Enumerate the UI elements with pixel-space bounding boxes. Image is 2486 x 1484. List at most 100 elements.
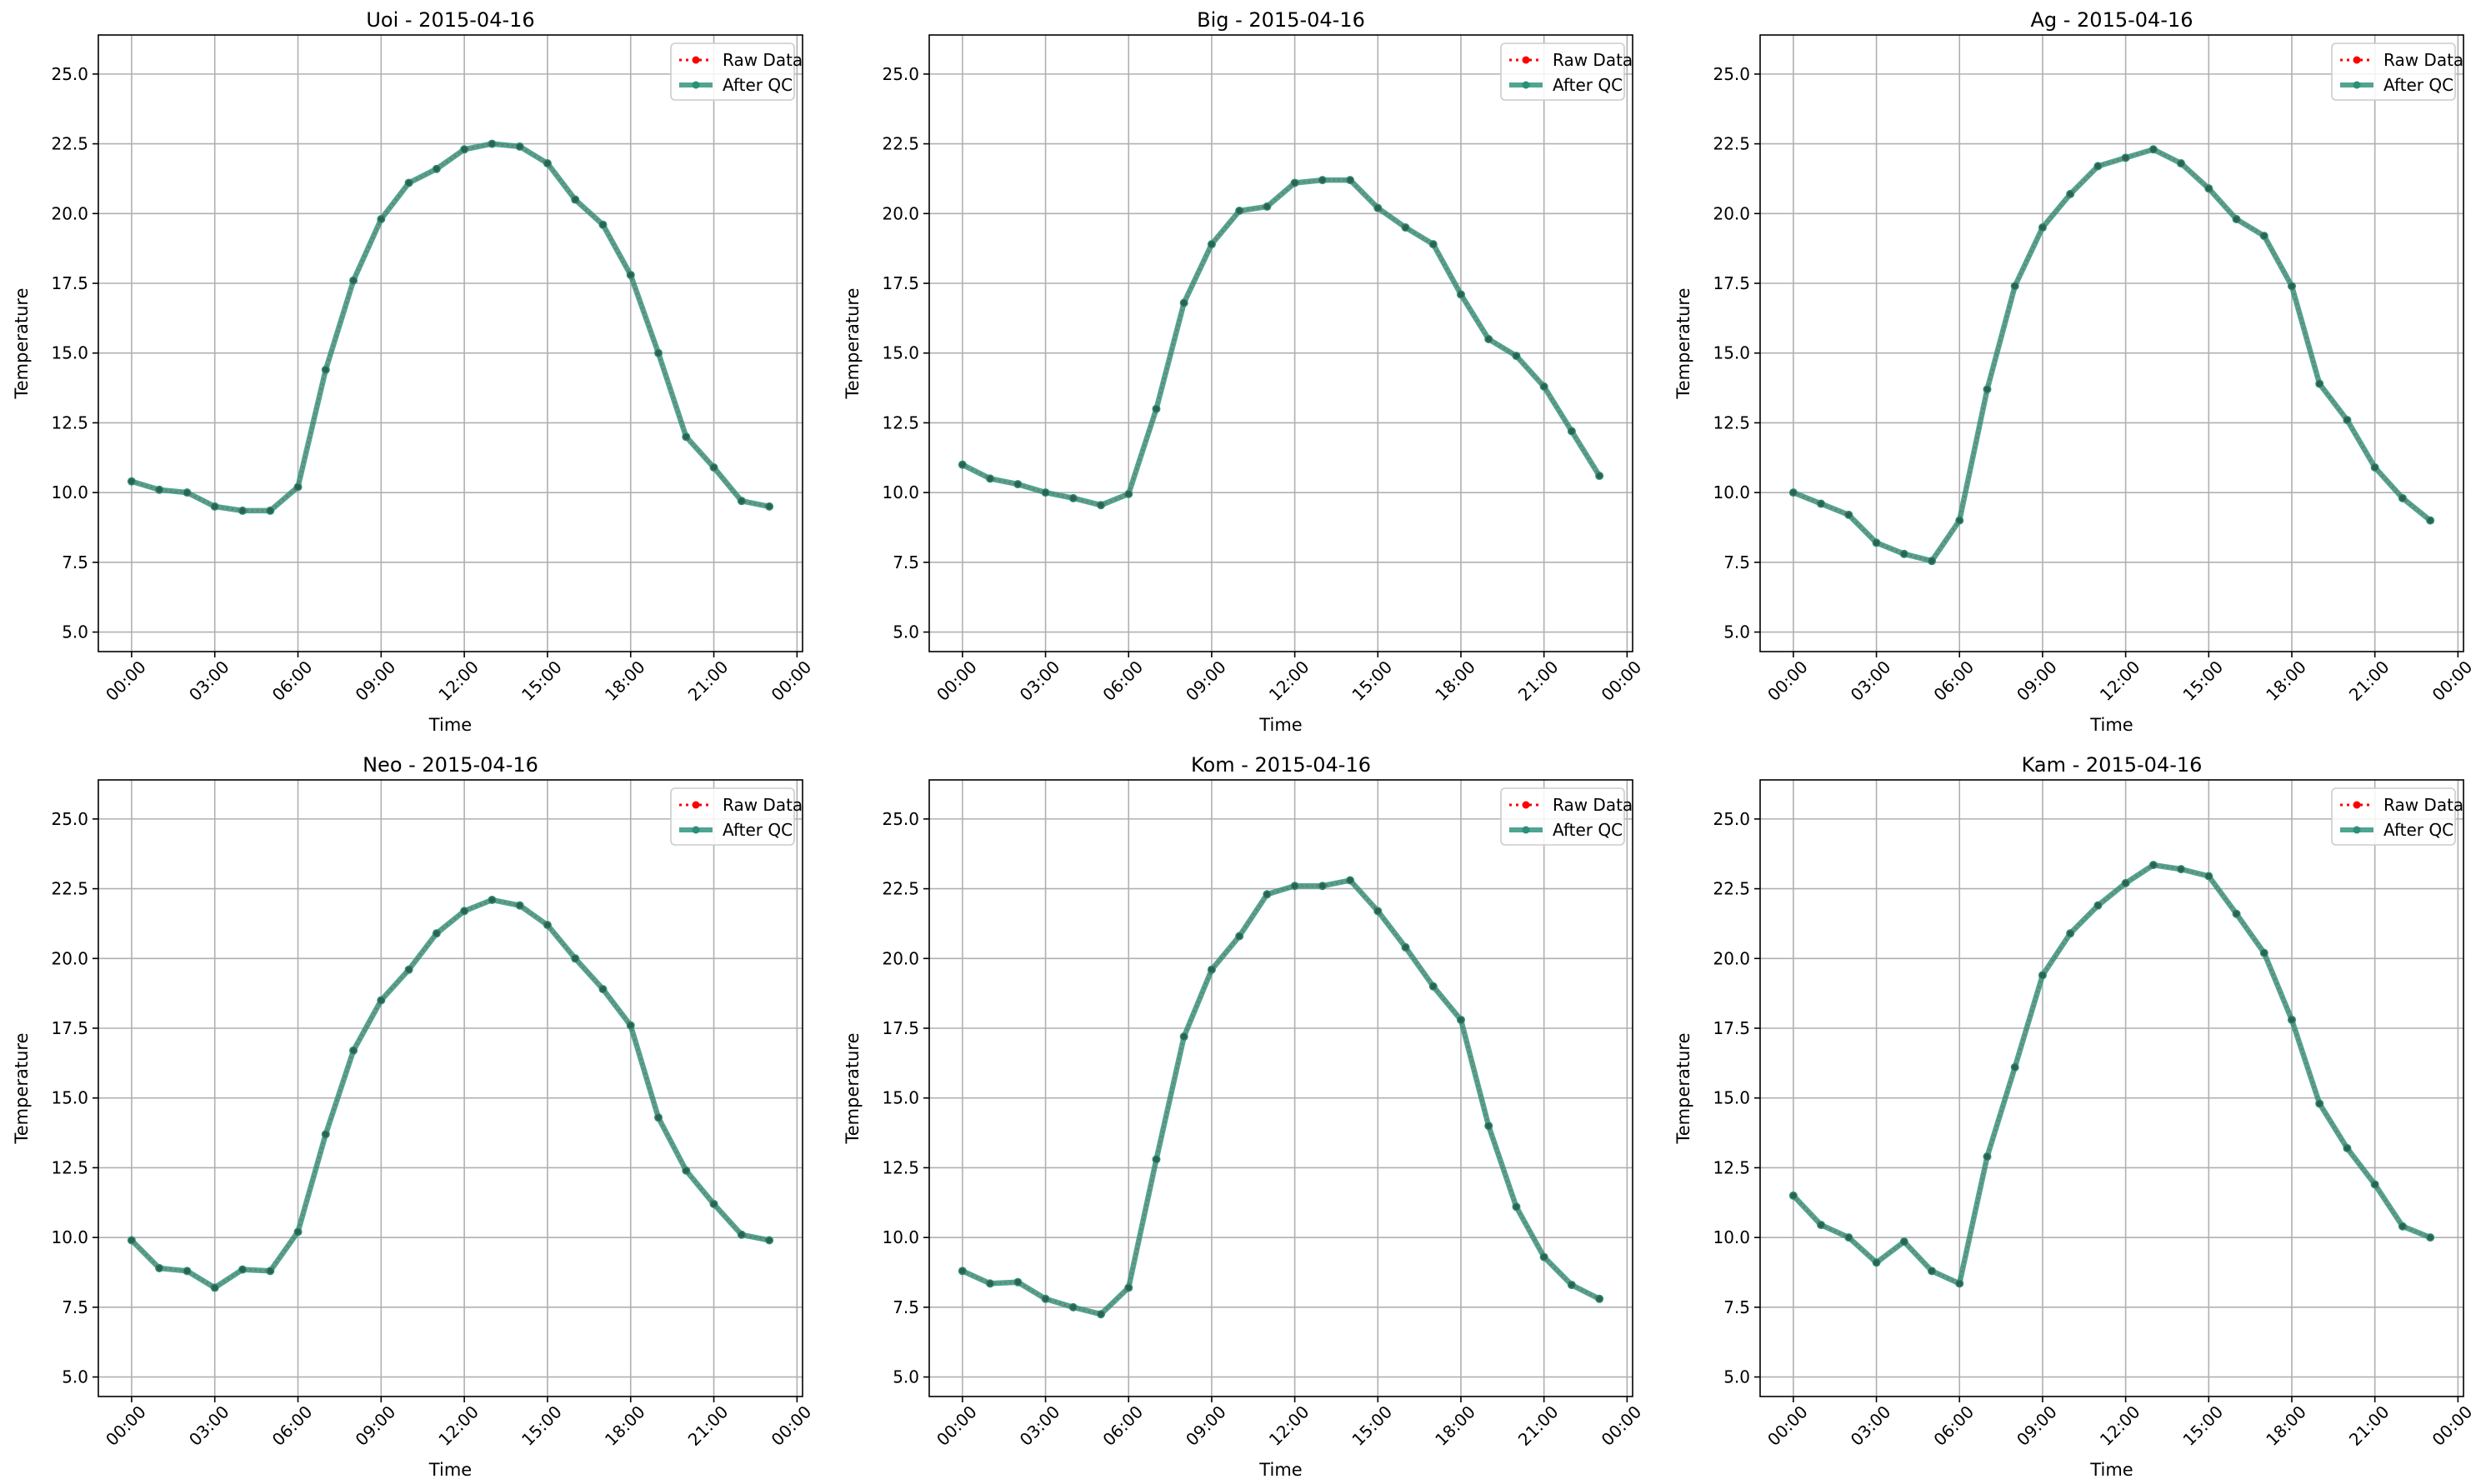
raw-data-point bbox=[2288, 282, 2295, 289]
x-tick-label: 00:00 bbox=[1763, 657, 1812, 705]
x-tick-label: 12:00 bbox=[434, 657, 483, 705]
y-tick-label: 20.0 bbox=[882, 203, 919, 223]
series-raw-data bbox=[1790, 146, 2433, 564]
x-tick-label: 18:00 bbox=[601, 657, 649, 705]
x-tick-label: 00:00 bbox=[2428, 657, 2477, 705]
raw-data-point bbox=[1347, 177, 1353, 183]
y-tick-label: 12.5 bbox=[882, 1157, 919, 1177]
after-qc-line bbox=[130, 141, 770, 514]
series-raw-data bbox=[128, 140, 773, 514]
x-tick-label: 00:00 bbox=[1598, 1402, 1646, 1450]
raw-data-point bbox=[378, 997, 384, 1004]
chart-panel-1: 00:00 03:00 06:00 09:00 12:00 15:00 18:00 21:00… bbox=[12, 8, 815, 735]
x-tick-label: 09:00 bbox=[352, 1402, 400, 1450]
series-after-qc bbox=[127, 139, 774, 515]
raw-data-point bbox=[1430, 241, 1437, 247]
raw-data-point bbox=[517, 902, 523, 909]
y-tick-label: 5.0 bbox=[893, 1367, 919, 1387]
raw-data-point bbox=[1263, 891, 1270, 897]
y-tick-label: 7.5 bbox=[1723, 552, 1750, 572]
raw-data-point bbox=[655, 1114, 662, 1121]
raw-data-line bbox=[962, 879, 1600, 1316]
x-tick-label: 06:00 bbox=[268, 1402, 317, 1450]
raw-data-point bbox=[1873, 539, 1880, 547]
after-qc-line bbox=[961, 877, 1601, 1317]
raw-data-point bbox=[1928, 557, 1935, 564]
x-tick-label: 12:00 bbox=[1265, 1402, 1313, 1450]
x-tick-label: 09:00 bbox=[352, 657, 400, 705]
raw-data-point bbox=[1292, 179, 1298, 187]
axes-frame bbox=[928, 34, 1633, 652]
raw-data-point bbox=[2039, 972, 2046, 978]
raw-data-point bbox=[1319, 177, 1326, 183]
raw-data-point bbox=[1292, 882, 1298, 889]
y-tick-label: 17.5 bbox=[51, 273, 88, 293]
series-raw-data bbox=[959, 877, 1603, 1317]
legend-raw-marker bbox=[692, 56, 700, 64]
y-tick-label: 22.5 bbox=[882, 134, 919, 154]
raw-data-point bbox=[683, 1167, 689, 1174]
raw-data-point bbox=[1098, 502, 1104, 508]
raw-data-point bbox=[1263, 203, 1270, 210]
raw-data-point bbox=[1125, 491, 1132, 497]
legend-raw-label: Raw Data bbox=[2383, 795, 2463, 815]
legend-qc-marker bbox=[1522, 826, 1530, 834]
raw-data-point bbox=[2233, 216, 2240, 222]
x-tick-label: 03:00 bbox=[185, 1402, 233, 1450]
raw-data-point bbox=[2343, 1145, 2351, 1152]
y-tick-label: 22.5 bbox=[51, 879, 88, 899]
legend-qc-marker bbox=[1522, 81, 1530, 89]
y-tick-label: 5.0 bbox=[62, 622, 88, 642]
raw-data-point bbox=[1042, 1296, 1049, 1302]
series-raw-data bbox=[959, 177, 1603, 508]
raw-data-point bbox=[959, 1267, 966, 1274]
raw-data-point bbox=[987, 1280, 993, 1287]
raw-data-point bbox=[1818, 500, 1824, 507]
axes-frame bbox=[928, 779, 1633, 1397]
raw-data-point bbox=[1014, 1279, 1021, 1286]
y-tick-label: 17.5 bbox=[51, 1018, 88, 1038]
raw-data-point bbox=[2123, 154, 2129, 161]
raw-data-point bbox=[2039, 224, 2046, 231]
raw-data-point bbox=[2427, 1234, 2433, 1241]
x-tick-label: 18:00 bbox=[1431, 1402, 1479, 1450]
raw-data-point bbox=[1208, 967, 1215, 973]
y-tick-label: 20.0 bbox=[1713, 948, 1750, 968]
x-tick-label: 00:00 bbox=[102, 657, 150, 705]
legend-raw-label: Raw Data bbox=[1553, 795, 1633, 815]
gridlines bbox=[929, 780, 1633, 1397]
y-tick-label: 22.5 bbox=[1713, 879, 1750, 899]
y-tick-label: 5.0 bbox=[893, 622, 919, 642]
gridlines bbox=[98, 35, 803, 652]
y-axis-label: Temperature bbox=[1673, 1032, 1693, 1144]
raw-data-point bbox=[2372, 1181, 2378, 1188]
raw-data-point bbox=[544, 160, 551, 167]
raw-data-point bbox=[1596, 472, 1603, 479]
chart-title: Kom - 2015-04-16 bbox=[1191, 753, 1371, 777]
x-tick-label: 15:00 bbox=[518, 1402, 566, 1450]
chart-panel-3: 00:00 03:00 06:00 09:00 12:00 15:00 18:00 21:00… bbox=[1673, 8, 2476, 735]
raw-data-point bbox=[1928, 1267, 1935, 1274]
gridlines bbox=[1760, 35, 2463, 652]
raw-data-point bbox=[1485, 1122, 1492, 1129]
chart-panel-5: 00:00 03:00 06:00 09:00 12:00 15:00 18:00 21:00… bbox=[843, 753, 1645, 1480]
raw-data-point bbox=[1568, 1282, 1575, 1288]
raw-data-point bbox=[1513, 352, 1520, 359]
y-tick-label: 7.5 bbox=[62, 552, 88, 572]
raw-data-point bbox=[599, 222, 607, 228]
x-tick-label: 21:00 bbox=[684, 1402, 733, 1450]
raw-data-line bbox=[131, 898, 770, 1289]
x-tick-label: 03:00 bbox=[1847, 657, 1895, 705]
raw-data-point bbox=[2261, 950, 2268, 957]
x-tick-label: 03:00 bbox=[1016, 1402, 1064, 1450]
x-tick-label: 00:00 bbox=[1598, 657, 1646, 705]
legend: Raw Data After QC bbox=[2331, 787, 2463, 846]
x-tick-label: 00:00 bbox=[1763, 1402, 1812, 1450]
y-tick-label: 10.0 bbox=[882, 1227, 919, 1247]
raw-data-point bbox=[294, 483, 302, 491]
gridlines bbox=[1760, 780, 2463, 1397]
raw-data-point bbox=[2178, 160, 2184, 167]
legend-qc-label: After QC bbox=[2383, 820, 2453, 840]
y-tick-label: 17.5 bbox=[882, 273, 919, 293]
